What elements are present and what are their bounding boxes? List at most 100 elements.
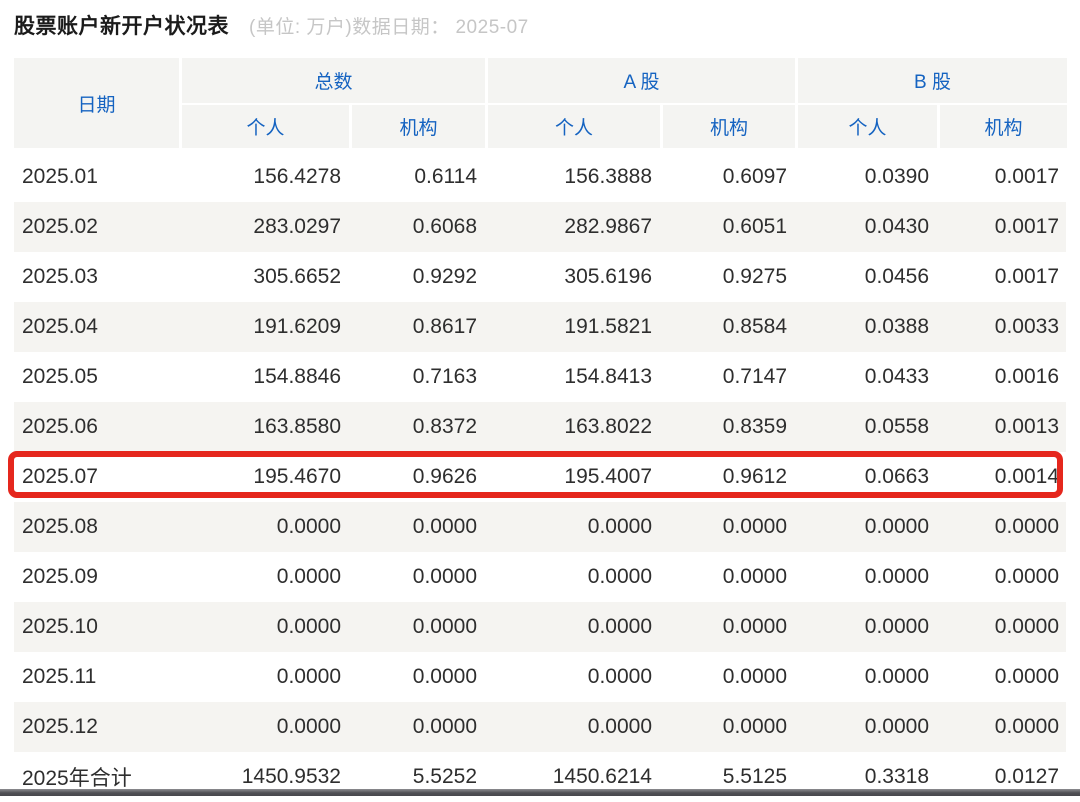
row-value: 0.7147: [722, 365, 787, 388]
row-date: 2025.10: [22, 615, 98, 638]
row-date: 2025.03: [22, 265, 98, 288]
row-value: 0.0000: [276, 715, 341, 738]
subheader-total-personal: 个人: [182, 105, 349, 148]
row-value: 0.8372: [412, 415, 477, 438]
row-value: 0.0000: [994, 665, 1059, 688]
row-value: 0.0000: [722, 615, 787, 638]
row-value: 0.0000: [864, 615, 929, 638]
row-value: 0.0000: [587, 715, 652, 738]
row-value: 0.0000: [722, 515, 787, 538]
row-value: 0.0663: [864, 465, 929, 488]
table-row: 2025.06 163.8580 0.8372 163.8022 0.8359 0.055…: [14, 402, 1066, 452]
row-value: 1450.6214: [552, 765, 652, 788]
row-value: 0.6068: [412, 215, 477, 238]
row-value: 0.0013: [994, 415, 1059, 438]
row-value: 5.5252: [412, 765, 477, 788]
table-row: 2025.05 154.8846 0.7163 154.8413 0.7147 0.043…: [14, 352, 1066, 402]
row-value: 0.0000: [864, 515, 929, 538]
row-value: 0.0000: [587, 565, 652, 588]
table-row: 2025.03 305.6652 0.9292 305.6196 0.9275 0.045…: [14, 252, 1066, 302]
row-value: 0.0017: [994, 165, 1059, 188]
group-header-total: 总数: [182, 58, 485, 103]
row-value: 0.6114: [414, 165, 477, 188]
row-date: 2025.09: [22, 565, 98, 588]
table-row: 2025.04 191.6209 0.8617 191.5821 0.8584 0.038…: [14, 302, 1066, 352]
row-value: 0.6097: [722, 165, 787, 188]
row-date: 2025年合计: [22, 767, 132, 790]
row-value: 283.0297: [253, 215, 341, 238]
row-value: 0.0000: [587, 515, 652, 538]
row-value: 0.0000: [276, 565, 341, 588]
row-value: 163.8022: [564, 415, 652, 438]
row-value: 305.6652: [253, 265, 341, 288]
column-header-date: 日期: [14, 58, 179, 148]
row-value: 0.0388: [864, 315, 929, 338]
table-row: 2025.10 0.0000 0.0000 0.0000 0.0000 0.0000 0.0…: [14, 602, 1066, 652]
row-value: 0.0127: [994, 765, 1059, 788]
row-value: 0.8617: [412, 315, 477, 338]
row-value: 0.0000: [722, 715, 787, 738]
row-value: 163.8580: [253, 415, 341, 438]
row-value: 0.0558: [864, 415, 929, 438]
row-value: 0.0430: [864, 215, 929, 238]
row-value: 0.0000: [587, 615, 652, 638]
table-row-highlighted: 2025.07 195.4670 0.9626 195.4007 0.9612 0.066…: [8, 451, 1066, 502]
row-date: 2025.12: [22, 715, 98, 738]
table-row: 2025.02 283.0297 0.6068 282.9867 0.6051 0.043…: [14, 202, 1066, 252]
bottom-edge-bar: [0, 789, 1080, 796]
page-title: 股票账户新开户状况表: [14, 15, 229, 38]
row-value: 0.0000: [864, 565, 929, 588]
row-value: 191.6209: [253, 315, 341, 338]
row-value: 0.7163: [412, 365, 477, 388]
row-value: 0.0000: [276, 665, 341, 688]
table-row: 2025.11 0.0000 0.0000 0.0000 0.0000 0.0000 0.0…: [14, 652, 1066, 702]
subheader-b-personal: 个人: [798, 105, 937, 148]
group-header-a-share: A 股: [488, 58, 795, 103]
row-value: 0.0016: [994, 365, 1059, 388]
group-header-b-share: B 股: [798, 58, 1067, 103]
table-row: 2025.09 0.0000 0.0000 0.0000 0.0000 0.0000 0.0…: [14, 552, 1066, 602]
row-value: 0.0033: [994, 315, 1059, 338]
row-date: 2025.06: [22, 415, 98, 438]
row-value: 0.0000: [412, 715, 477, 738]
row-value: 0.0000: [587, 665, 652, 688]
row-value: 0.3318: [864, 765, 929, 788]
row-value: 0.0000: [994, 615, 1059, 638]
row-value: 1450.9532: [241, 765, 341, 788]
title-bar: 股票账户新开户状况表 (单位: 万户)数据日期： 2025-07: [0, 0, 1080, 58]
row-value: 191.5821: [564, 315, 652, 338]
row-date: 2025.04: [22, 315, 98, 338]
row-date: 2025.11: [22, 665, 97, 688]
row-value: 0.0390: [864, 165, 929, 188]
row-value: 0.9612: [722, 465, 787, 488]
table-row: 2025.12 0.0000 0.0000 0.0000 0.0000 0.0000 0.0…: [14, 702, 1066, 752]
row-value: 0.0017: [994, 215, 1059, 238]
row-value: 195.4007: [564, 465, 652, 488]
row-value: 0.0000: [994, 715, 1059, 738]
subheader-a-institution: 机构: [663, 105, 795, 148]
row-value: 0.9275: [722, 265, 787, 288]
row-value: 0.0014: [994, 465, 1059, 488]
table-body: 2025.01 156.4278 0.6114 156.3888 0.6097 0.039…: [8, 152, 1066, 802]
row-value: 0.0000: [864, 715, 929, 738]
row-value: 0.0000: [722, 565, 787, 588]
row-value: 0.6051: [722, 215, 787, 238]
subheader-total-institution: 机构: [352, 105, 485, 148]
row-value: 0.8584: [722, 315, 787, 338]
row-value: 0.9292: [412, 265, 477, 288]
row-value: 0.0433: [864, 365, 929, 388]
row-value: 5.5125: [722, 765, 787, 788]
table-header: 日期 总数 A 股 B 股 个人 机构 个人 机构 个人 机构: [14, 58, 1067, 148]
row-value: 154.8413: [564, 365, 652, 388]
row-value: 154.8846: [253, 365, 341, 388]
row-value: 0.0000: [276, 515, 341, 538]
row-date: 2025.02: [22, 215, 98, 238]
row-value: 0.0000: [276, 615, 341, 638]
subheader-a-personal: 个人: [488, 105, 660, 148]
row-value: 156.4278: [253, 165, 341, 188]
table-row: 2025.01 156.4278 0.6114 156.3888 0.6097 0.039…: [14, 152, 1066, 202]
subheader-b-institution: 机构: [940, 105, 1067, 148]
row-date: 2025.07: [22, 465, 98, 488]
row-value: 0.0000: [412, 515, 477, 538]
row-value: 305.6196: [564, 265, 652, 288]
